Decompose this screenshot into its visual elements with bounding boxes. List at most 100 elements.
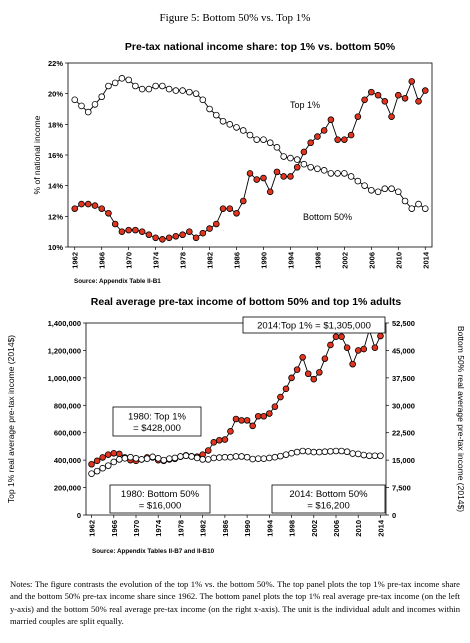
x-tick-label: 1978 — [179, 252, 188, 269]
chart-title: Real average pre-tax income of bottom 50… — [91, 296, 402, 308]
data-point — [316, 369, 323, 376]
data-point — [238, 453, 245, 460]
data-point — [401, 197, 409, 205]
data-point — [307, 163, 314, 171]
y2-tick-label: 0 — [392, 511, 396, 520]
data-point — [105, 209, 112, 217]
data-point — [254, 455, 262, 462]
data-point — [347, 131, 355, 139]
data-point — [105, 82, 112, 90]
data-point — [293, 156, 301, 163]
annotation-text: = $428,000 — [133, 423, 181, 434]
data-point — [354, 177, 362, 185]
y-tick-label: 1,400,000 — [48, 319, 81, 328]
data-point — [116, 450, 123, 458]
data-point — [371, 452, 379, 460]
data-point — [377, 332, 384, 340]
data-point — [408, 78, 416, 85]
data-point — [374, 188, 382, 196]
x-tick-label: 2002 — [310, 520, 319, 537]
data-point — [91, 101, 99, 108]
x-tick-label: 1998 — [313, 252, 322, 269]
series-line — [91, 328, 381, 465]
data-point — [366, 452, 373, 460]
y-tick-label: 400,000 — [54, 456, 81, 465]
data-point — [360, 451, 368, 459]
data-point — [177, 453, 184, 460]
annotation-box — [112, 406, 202, 437]
data-point — [172, 232, 180, 240]
y-tick-label: 800,000 — [54, 401, 81, 410]
x-tick-label: 1966 — [98, 252, 107, 269]
data-point — [371, 344, 379, 351]
data-point — [254, 412, 262, 420]
data-point — [300, 160, 308, 168]
data-point — [280, 153, 288, 160]
data-point — [282, 451, 290, 458]
data-point — [71, 205, 79, 212]
data-point — [334, 170, 341, 177]
data-point — [238, 417, 245, 424]
data-point — [160, 456, 168, 464]
data-point — [266, 188, 274, 196]
data-point — [310, 375, 318, 383]
data-point — [186, 228, 193, 235]
x-tick-label: 1974 — [154, 519, 163, 537]
annotation-box — [109, 484, 211, 514]
y-tick-label: 600,000 — [54, 429, 81, 438]
data-point — [293, 448, 301, 456]
x-tick-label: 2002 — [340, 252, 349, 269]
data-point — [327, 448, 334, 455]
data-point — [149, 453, 156, 461]
data-point — [421, 205, 429, 212]
data-point — [88, 460, 95, 468]
data-point — [249, 422, 256, 430]
data-point — [152, 82, 159, 90]
data-point — [206, 225, 213, 232]
data-point — [239, 197, 247, 205]
y-tick-label: 1,000,000 — [48, 374, 81, 383]
data-point — [266, 454, 273, 462]
data-point — [260, 136, 267, 143]
data-point — [377, 452, 384, 460]
data-point — [172, 87, 180, 94]
data-point — [93, 457, 101, 465]
data-point — [310, 448, 318, 456]
data-point — [338, 447, 345, 455]
data-point — [239, 127, 247, 134]
data-point — [249, 455, 256, 463]
x-tick-label: 1974 — [152, 251, 161, 269]
x-tick-label: 1970 — [132, 520, 141, 537]
y2-tick-label: 30,000 — [392, 401, 415, 410]
data-point — [415, 200, 422, 208]
data-point — [111, 79, 119, 87]
x-tick-label: 1986 — [221, 520, 230, 537]
y2-tick-label: 45,000 — [392, 346, 415, 355]
data-point — [304, 448, 312, 455]
data-point — [394, 188, 402, 196]
data-point — [381, 98, 389, 105]
plot-frame — [67, 62, 433, 248]
data-point — [347, 173, 355, 180]
x-tick-label: 1982 — [206, 252, 215, 269]
data-point — [145, 85, 153, 93]
data-point — [401, 94, 409, 102]
data-point — [212, 220, 220, 228]
data-point — [307, 139, 314, 147]
y-tick-label: 10% — [48, 243, 63, 252]
data-point — [320, 167, 328, 174]
data-point — [179, 231, 186, 239]
y-tick-label: 14% — [48, 182, 63, 191]
data-point — [341, 170, 348, 177]
data-point — [253, 176, 261, 183]
annotation-text: = $16,200 — [307, 500, 350, 511]
data-point — [111, 220, 119, 228]
data-point — [132, 226, 139, 234]
annotation-box — [271, 484, 386, 514]
source-note: Source: Appendix Table II-B1 — [74, 278, 161, 285]
data-point — [388, 113, 395, 120]
data-point — [199, 96, 207, 104]
y-tick-label: 16% — [48, 151, 63, 160]
x-tick-label: 1986 — [233, 252, 242, 269]
y-tick-label: 20% — [48, 90, 63, 99]
